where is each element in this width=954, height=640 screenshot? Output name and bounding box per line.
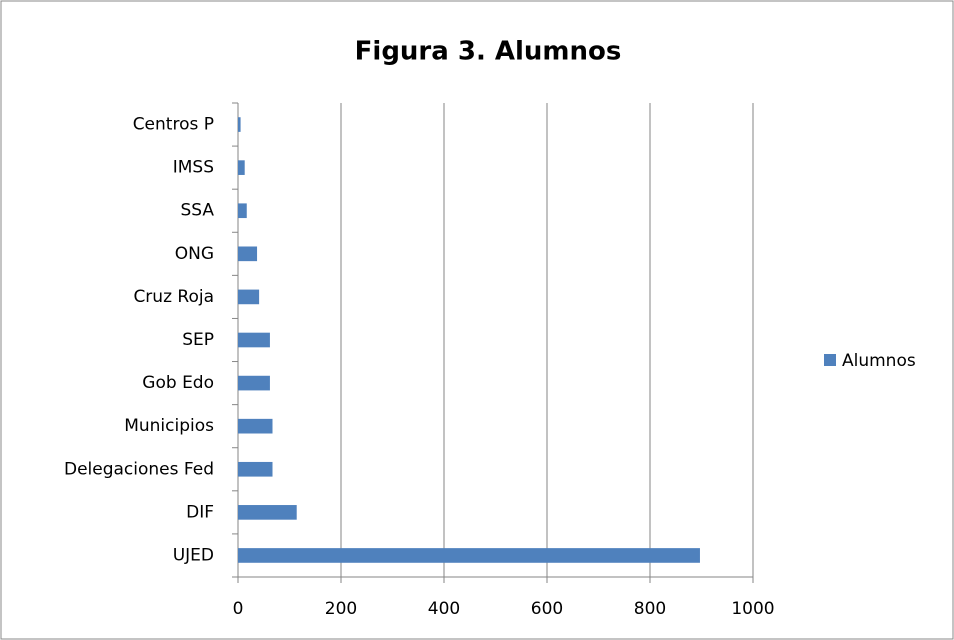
y-tick-label: IMSS [173, 158, 214, 178]
x-tick-label: 200 [325, 599, 357, 619]
y-tick-label: Cruz Roja [133, 287, 214, 307]
bar [238, 418, 273, 434]
y-tick-label: Gob Edo [142, 373, 214, 393]
bar [238, 160, 245, 175]
chart-title: Figura 3. Alumnos [355, 37, 622, 67]
y-tick-label: Delegaciones Fed [64, 459, 214, 479]
bar [238, 246, 258, 262]
bar [238, 332, 270, 348]
bar [238, 117, 241, 132]
x-tick-label: 0 [233, 599, 244, 619]
bar [238, 505, 297, 520]
y-tick-label: DIF [186, 502, 214, 522]
y-tick-label: Municipios [124, 416, 214, 436]
y-tick-label: UJED [173, 545, 214, 565]
x-tick-label: 600 [531, 599, 563, 619]
legend-swatch [824, 354, 836, 366]
x-tick-label: 400 [428, 599, 460, 619]
bar [238, 203, 247, 219]
bar [238, 375, 270, 391]
legend-label: Alumnos [842, 351, 916, 371]
x-tick-label: 1000 [731, 599, 774, 619]
y-tick-label: SEP [182, 330, 214, 350]
y-tick-label: Centros P [133, 115, 214, 135]
bar [238, 461, 273, 477]
y-tick-label: SSA [180, 201, 214, 221]
y-tick-label: ONG [175, 244, 214, 264]
bar [238, 289, 260, 305]
x-tick-label: 800 [634, 599, 666, 619]
bar [238, 548, 700, 563]
